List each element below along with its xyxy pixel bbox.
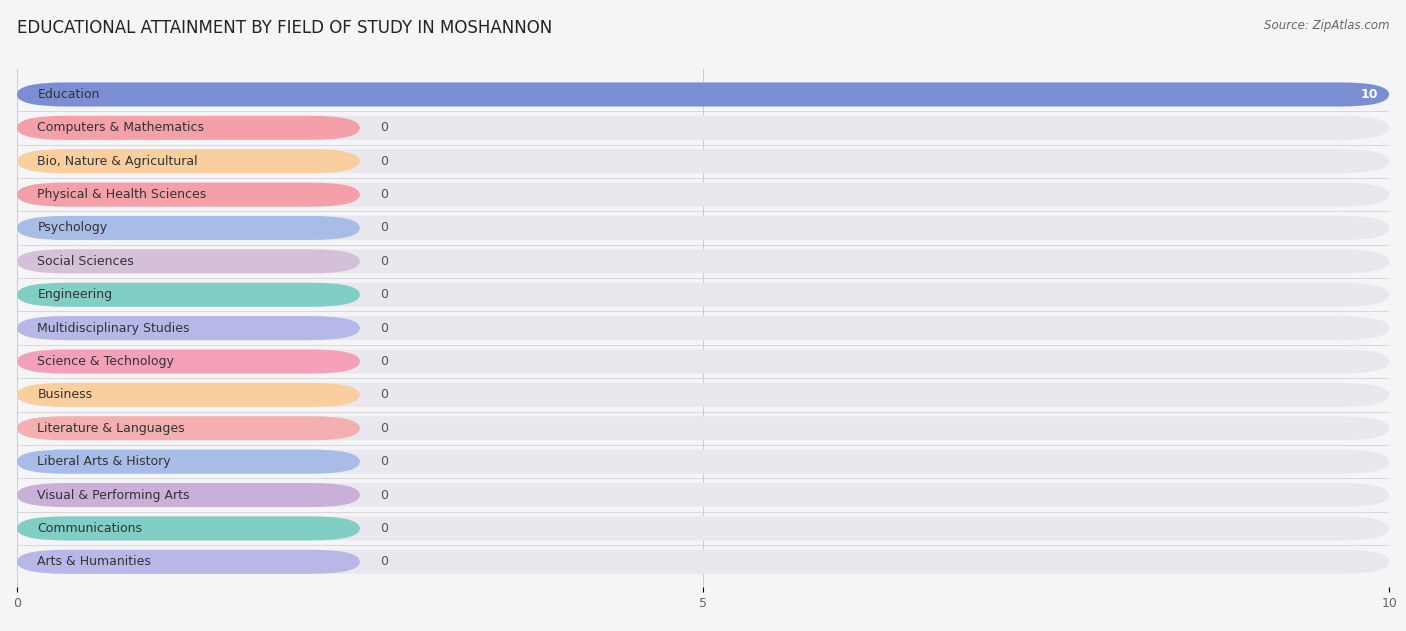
FancyBboxPatch shape [17, 216, 360, 240]
Text: Communications: Communications [38, 522, 142, 535]
FancyBboxPatch shape [17, 83, 1389, 107]
FancyBboxPatch shape [17, 316, 1389, 340]
FancyBboxPatch shape [17, 350, 360, 374]
Text: 0: 0 [381, 455, 388, 468]
FancyBboxPatch shape [17, 416, 360, 440]
FancyBboxPatch shape [17, 83, 1389, 107]
FancyBboxPatch shape [17, 283, 360, 307]
Text: 0: 0 [381, 522, 388, 535]
Text: 0: 0 [381, 288, 388, 301]
Text: 0: 0 [381, 221, 388, 235]
FancyBboxPatch shape [17, 116, 360, 140]
Text: 0: 0 [381, 355, 388, 368]
Text: Source: ZipAtlas.com: Source: ZipAtlas.com [1264, 19, 1389, 32]
Text: Arts & Humanities: Arts & Humanities [38, 555, 152, 569]
FancyBboxPatch shape [17, 483, 360, 507]
FancyBboxPatch shape [17, 283, 1389, 307]
FancyBboxPatch shape [17, 516, 1389, 540]
FancyBboxPatch shape [17, 383, 1389, 407]
Text: Visual & Performing Arts: Visual & Performing Arts [38, 488, 190, 502]
Text: Science & Technology: Science & Technology [38, 355, 174, 368]
FancyBboxPatch shape [17, 350, 1389, 374]
Text: Psychology: Psychology [38, 221, 108, 235]
Text: Bio, Nature & Agricultural: Bio, Nature & Agricultural [38, 155, 198, 168]
Text: 0: 0 [381, 188, 388, 201]
FancyBboxPatch shape [17, 149, 1389, 174]
FancyBboxPatch shape [17, 149, 360, 174]
FancyBboxPatch shape [17, 450, 1389, 474]
FancyBboxPatch shape [17, 182, 1389, 206]
Text: Computers & Mathematics: Computers & Mathematics [38, 121, 204, 134]
FancyBboxPatch shape [17, 182, 360, 206]
Text: Liberal Arts & History: Liberal Arts & History [38, 455, 172, 468]
FancyBboxPatch shape [17, 450, 360, 474]
Text: Education: Education [38, 88, 100, 101]
FancyBboxPatch shape [17, 249, 360, 273]
Text: 0: 0 [381, 121, 388, 134]
Text: 0: 0 [381, 255, 388, 268]
Text: 0: 0 [381, 422, 388, 435]
Text: EDUCATIONAL ATTAINMENT BY FIELD OF STUDY IN MOSHANNON: EDUCATIONAL ATTAINMENT BY FIELD OF STUDY… [17, 19, 553, 37]
FancyBboxPatch shape [17, 249, 1389, 273]
Text: 10: 10 [1361, 88, 1378, 101]
Text: Multidisciplinary Studies: Multidisciplinary Studies [38, 322, 190, 334]
Text: 0: 0 [381, 155, 388, 168]
FancyBboxPatch shape [17, 550, 360, 574]
FancyBboxPatch shape [17, 216, 1389, 240]
FancyBboxPatch shape [17, 316, 360, 340]
Text: Engineering: Engineering [38, 288, 112, 301]
Text: 0: 0 [381, 322, 388, 334]
Text: Physical & Health Sciences: Physical & Health Sciences [38, 188, 207, 201]
FancyBboxPatch shape [17, 516, 360, 540]
FancyBboxPatch shape [17, 416, 1389, 440]
FancyBboxPatch shape [17, 550, 1389, 574]
FancyBboxPatch shape [17, 116, 1389, 140]
Text: Social Sciences: Social Sciences [38, 255, 134, 268]
Text: 0: 0 [381, 555, 388, 569]
Text: 0: 0 [381, 488, 388, 502]
FancyBboxPatch shape [17, 383, 360, 407]
Text: Literature & Languages: Literature & Languages [38, 422, 186, 435]
Text: 0: 0 [381, 389, 388, 401]
Text: Business: Business [38, 389, 93, 401]
FancyBboxPatch shape [17, 483, 1389, 507]
